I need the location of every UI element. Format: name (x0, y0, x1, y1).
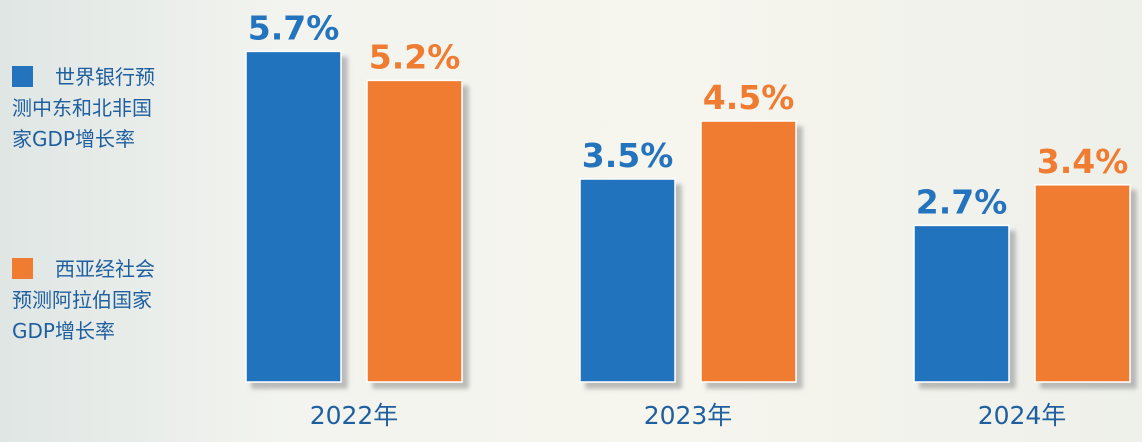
x-tick-label: 2024年 (978, 401, 1067, 430)
legend-label: 西亚经社会预测阿拉伯国家GDP增长率 (12, 257, 155, 343)
data-label: 5.2% (369, 37, 461, 76)
page: {"chart_data": {"type": "bar", "categori… (0, 0, 1142, 442)
legend-item: 西亚经社会预测阿拉伯国家GDP增长率 (12, 254, 162, 347)
legend-swatch (12, 258, 33, 279)
bar (1035, 185, 1130, 382)
data-label: 5.7% (248, 8, 340, 47)
bar (246, 51, 341, 382)
bar (701, 121, 796, 382)
data-label: 2.7% (916, 182, 1008, 221)
bar (580, 179, 675, 382)
x-tick-label: 2022年 (310, 401, 399, 430)
legend-swatch (12, 66, 33, 87)
legend-label: 世界银行预测中东和北非国家GDP增长率 (12, 65, 155, 151)
data-label: 3.4% (1037, 142, 1129, 181)
data-label: 3.5% (582, 136, 674, 175)
bar (367, 80, 462, 382)
chart: 2022年 5.7% 5.2% 2023年 3.5% 4.5% 2024年 2.7% 3.4% (0, 0, 1142, 442)
data-label: 4.5% (703, 78, 795, 117)
x-tick-label: 2023年 (644, 401, 733, 430)
bar (914, 225, 1009, 382)
legend-item: 世界银行预测中东和北非国家GDP增长率 (12, 62, 162, 155)
